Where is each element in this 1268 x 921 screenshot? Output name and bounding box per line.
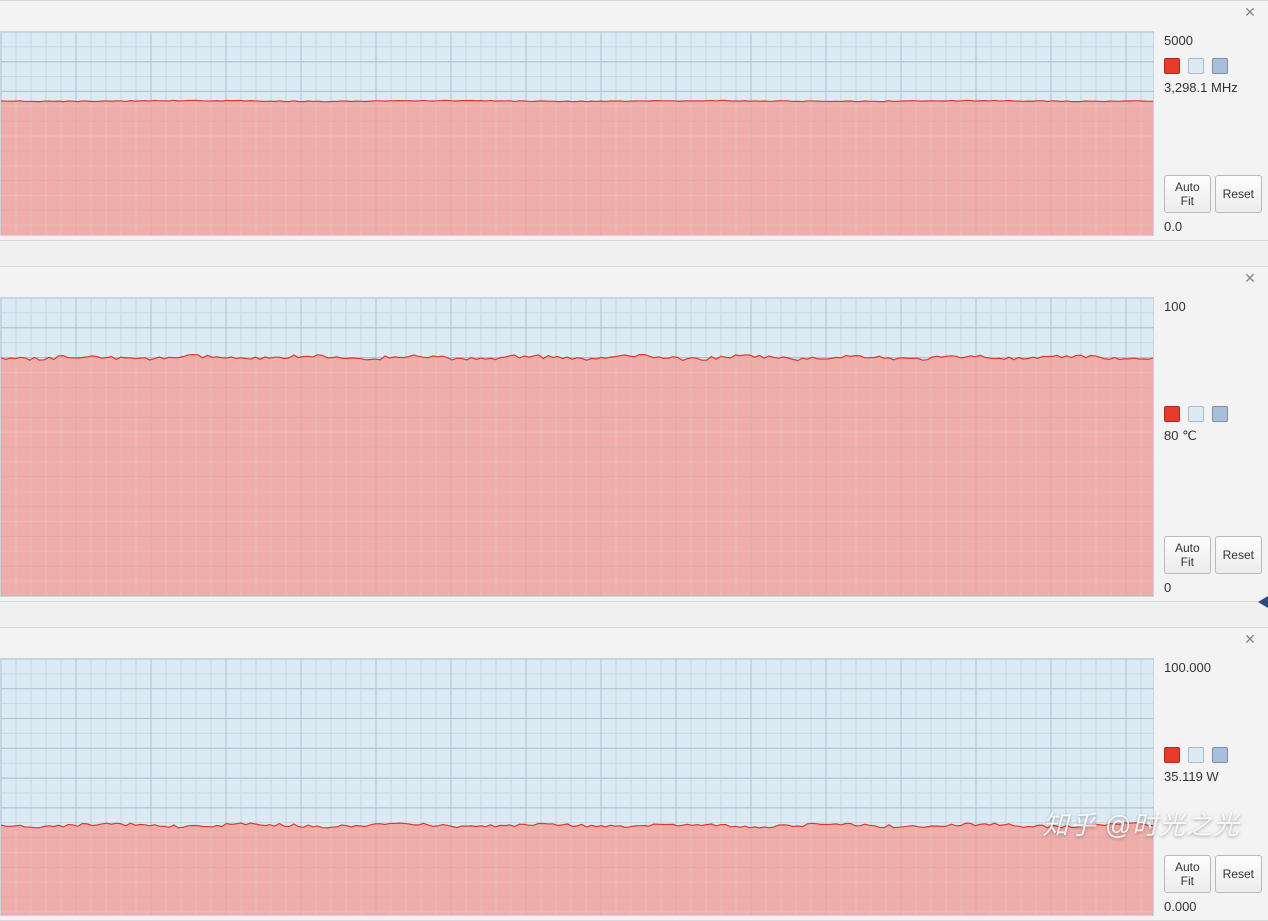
- close-icon[interactable]: ✕: [1242, 5, 1258, 21]
- chart-svg: [1, 659, 1153, 915]
- color-swatch[interactable]: [1212, 406, 1228, 422]
- series-swatches: [1164, 747, 1262, 763]
- color-swatch[interactable]: [1188, 406, 1204, 422]
- color-swatch[interactable]: [1188, 747, 1204, 763]
- close-icon[interactable]: ✕: [1242, 632, 1258, 648]
- series-swatches: [1164, 58, 1262, 74]
- current-value-label: 80 ℃: [1164, 428, 1262, 444]
- autofit-button[interactable]: Auto Fit: [1164, 175, 1211, 213]
- chart-area[interactable]: [0, 297, 1154, 597]
- current-value-label: 3,298.1 MHz: [1164, 80, 1262, 95]
- autofit-button[interactable]: Auto Fit: [1164, 855, 1211, 893]
- chart-area[interactable]: [0, 31, 1154, 236]
- color-swatch[interactable]: [1212, 747, 1228, 763]
- y-min-label: 0.000: [1164, 899, 1262, 914]
- graph-sidebar: 100.000 35.119 W Auto FitReset 0.000: [1158, 628, 1268, 920]
- color-swatch[interactable]: [1164, 58, 1180, 74]
- chart-svg: [1, 32, 1153, 235]
- color-swatch[interactable]: [1164, 406, 1180, 422]
- graph-sidebar: 5000 3,298.1 MHz Auto FitReset 0.0: [1158, 1, 1268, 240]
- series-swatches: [1164, 406, 1262, 422]
- y-max-label: 100: [1164, 299, 1262, 314]
- graph-sidebar: 100 80 ℃ Auto FitReset 0: [1158, 267, 1268, 601]
- y-min-label: 0: [1164, 580, 1262, 595]
- graph-panel-temp: ✕ 100 80 ℃ Auto FitReset 0: [0, 266, 1268, 602]
- y-min-label: 0.0: [1164, 219, 1262, 234]
- color-swatch[interactable]: [1164, 747, 1180, 763]
- graph-panel-clock: ✕ 5000 3,298.1 MHz Auto FitReset 0.0: [0, 0, 1268, 241]
- chart-area[interactable]: [0, 658, 1154, 916]
- reset-button[interactable]: Reset: [1215, 855, 1262, 893]
- current-value-label: 35.119 W: [1164, 769, 1262, 784]
- autofit-button[interactable]: Auto Fit: [1164, 536, 1211, 574]
- y-max-label: 5000: [1164, 33, 1262, 48]
- reset-button[interactable]: Reset: [1215, 175, 1262, 213]
- graph-panel-power: ✕ 100.000 35.119 W Auto FitReset 0.000: [0, 627, 1268, 921]
- chart-svg: [1, 298, 1153, 596]
- reset-button[interactable]: Reset: [1215, 536, 1262, 574]
- close-icon[interactable]: ✕: [1242, 271, 1258, 287]
- y-max-label: 100.000: [1164, 660, 1262, 675]
- color-swatch[interactable]: [1212, 58, 1228, 74]
- color-swatch[interactable]: [1188, 58, 1204, 74]
